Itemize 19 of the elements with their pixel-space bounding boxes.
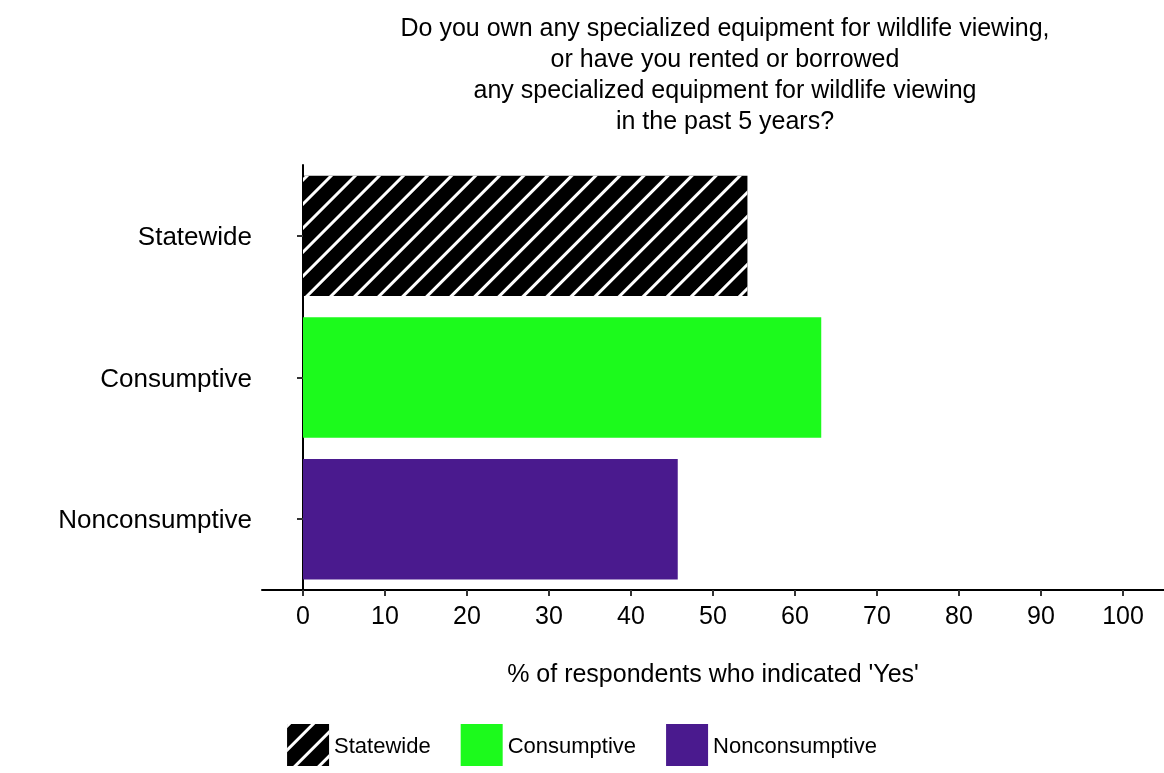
x-tick-label: 60 — [781, 600, 809, 629]
y-tick-label: Consumptive — [100, 362, 252, 393]
legend-label: Statewide — [334, 732, 431, 758]
legend-label: Consumptive — [507, 732, 637, 758]
y-tick-label: Nonconsumptive — [58, 504, 252, 535]
x-tick-label: 0 — [296, 600, 310, 629]
legend-label: Nonconsumptive — [713, 732, 877, 758]
x-tick-label: 90 — [1027, 600, 1055, 629]
x-tick-label: 30 — [535, 600, 563, 629]
x-tick-label: 50 — [699, 600, 727, 629]
x-tick-label: 80 — [945, 600, 973, 629]
x-axis-title: % of respondents who indicated 'Yes' — [507, 658, 919, 687]
x-tick-label: 20 — [453, 600, 481, 629]
chart-title: Do you own any specialized equipment for wildlife viewing, or have you rented or borrowed any specialized equipment for wildlife viewing in the past 5 years? — [400, 12, 1050, 134]
x-tick-label: 10 — [371, 600, 399, 629]
x-tick-label: 70 — [863, 600, 891, 629]
x-tick-label: 100 — [1102, 600, 1144, 629]
x-tick-label: 40 — [617, 600, 645, 629]
y-tick-label: Statewide — [137, 220, 252, 251]
